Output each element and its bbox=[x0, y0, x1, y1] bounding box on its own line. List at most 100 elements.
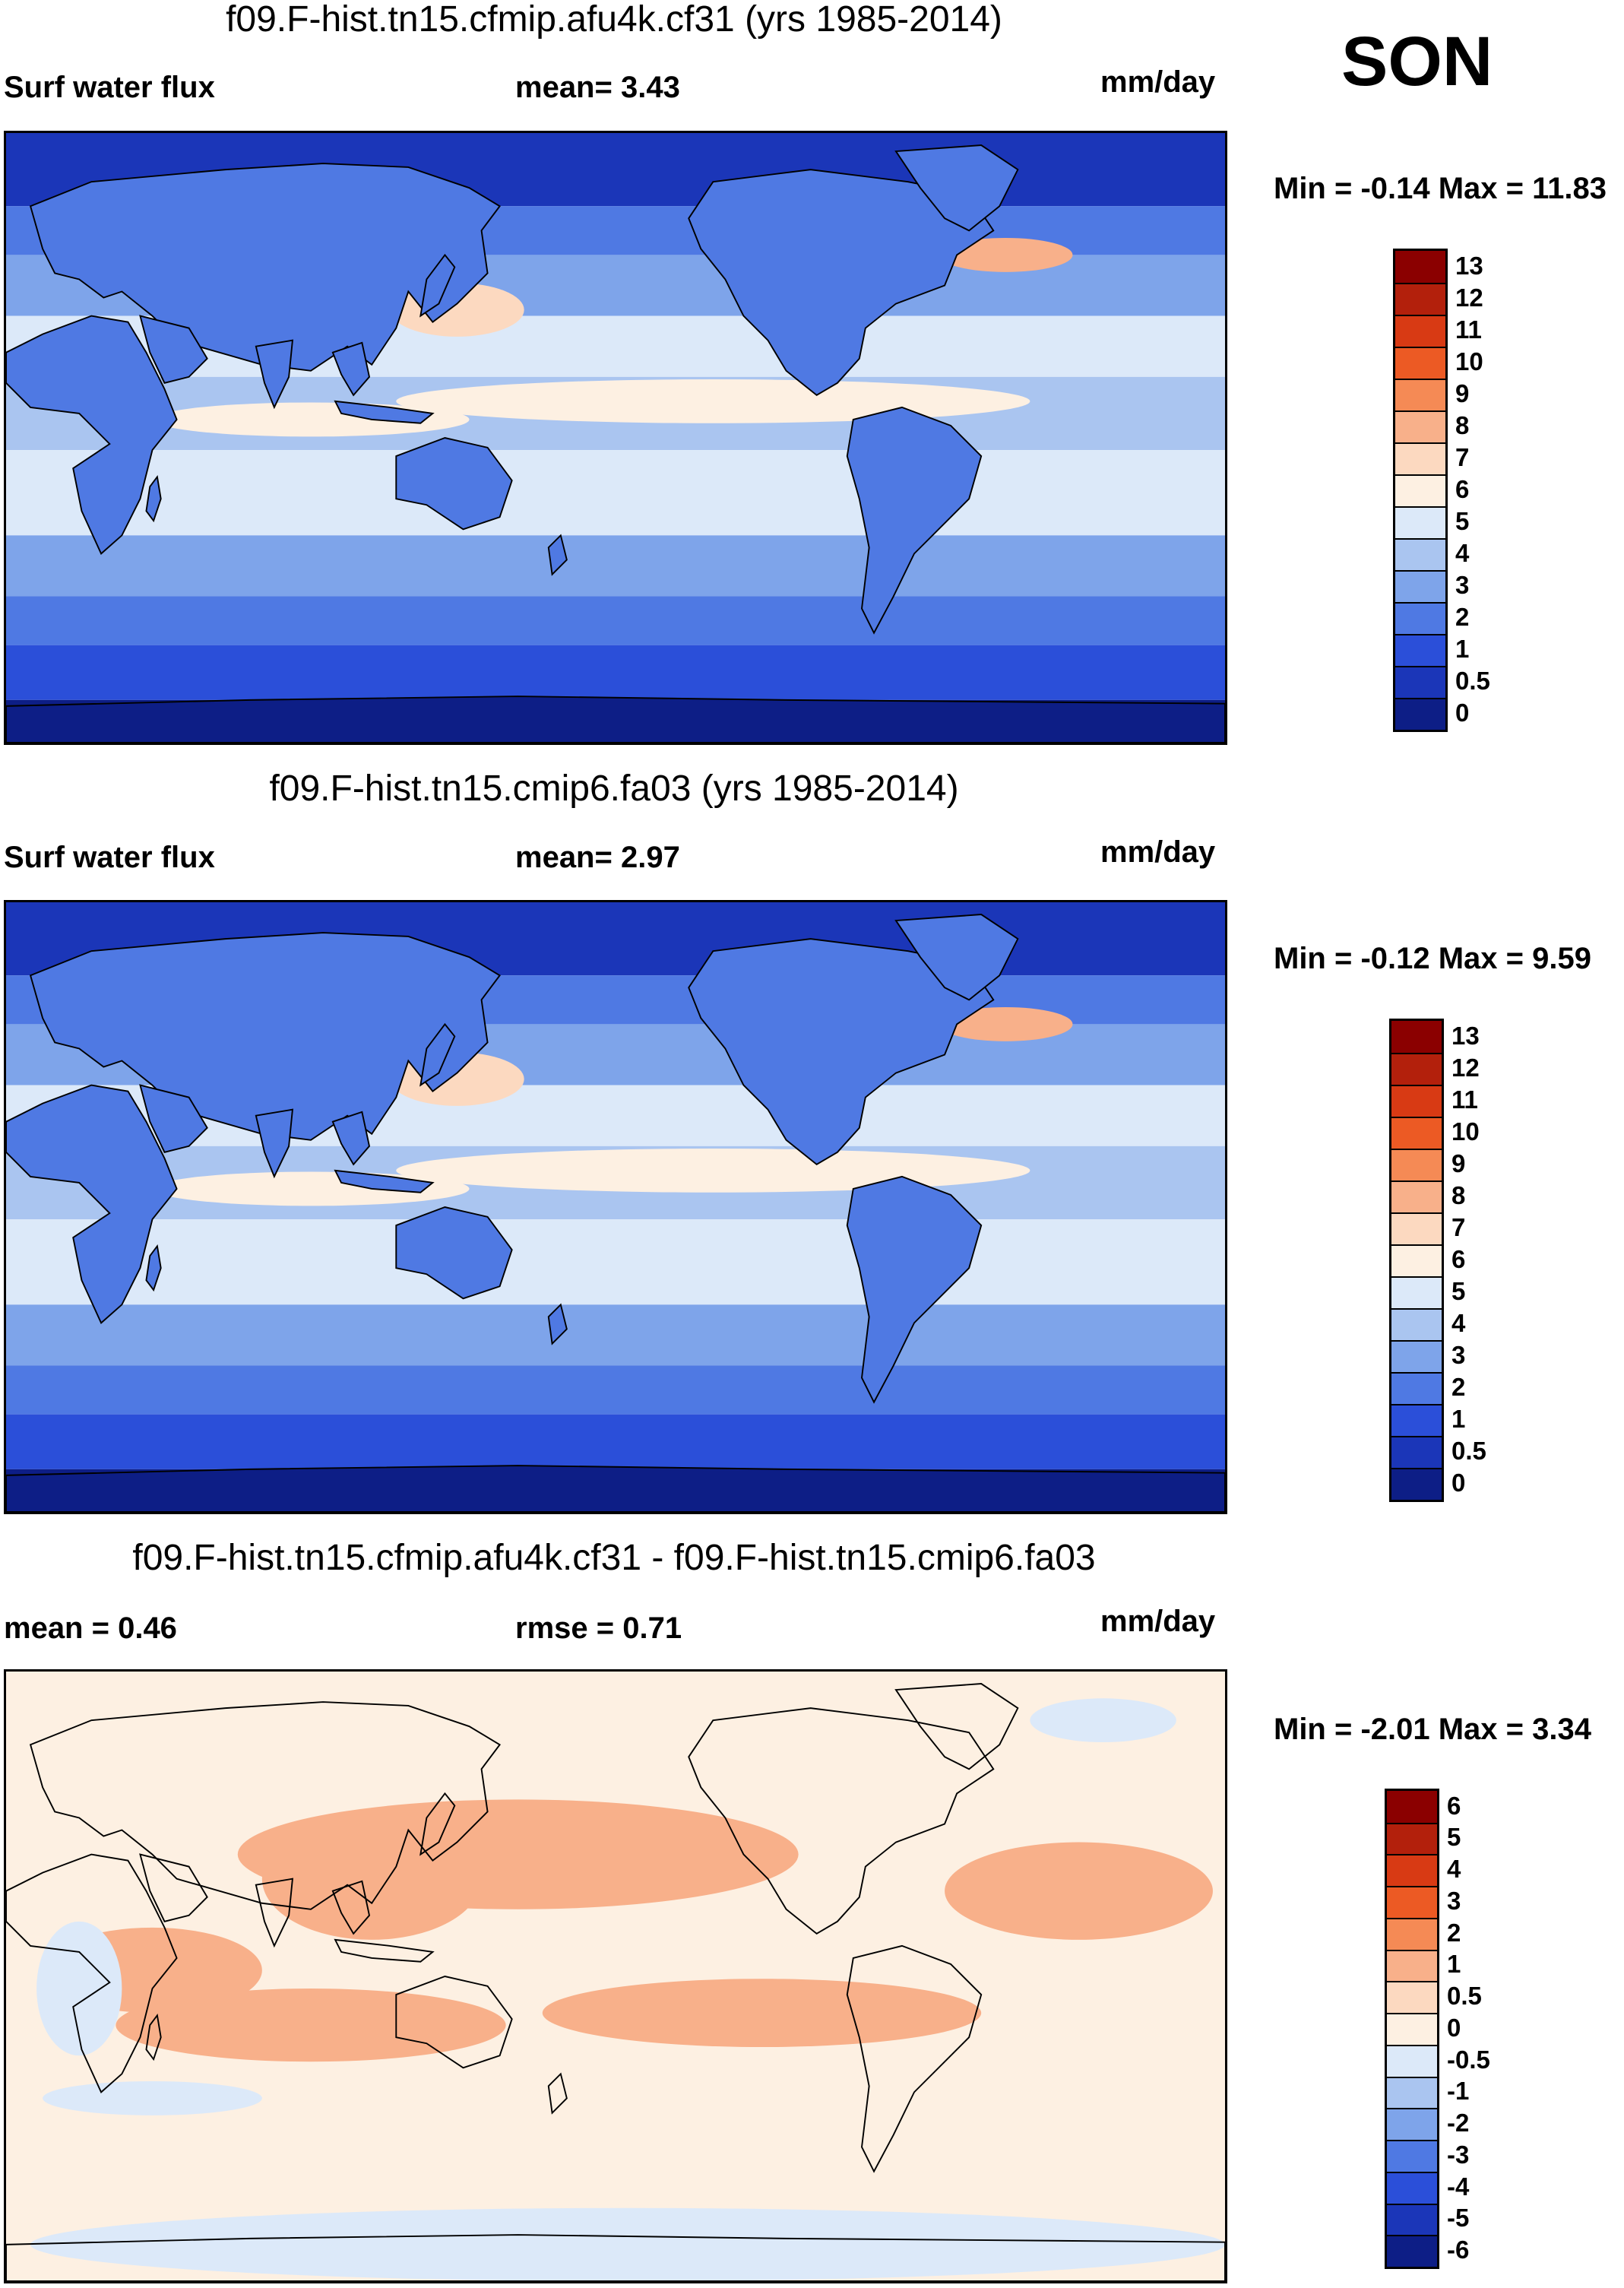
negative-anomaly bbox=[43, 2080, 262, 2115]
colorbar-tick-label: 0 bbox=[1447, 2013, 1461, 2042]
colorbar-swatch bbox=[1387, 1949, 1437, 1982]
colorbar-tick-label: 1 bbox=[1447, 1950, 1461, 1979]
colorbar-swatch bbox=[1391, 1180, 1442, 1212]
colorbar-tick-label: 4 bbox=[1455, 539, 1470, 567]
coastline-india bbox=[255, 1878, 294, 1948]
colorbar-tick-label: 11 bbox=[1455, 315, 1482, 344]
panel-2-minmax-label: Min = -0.12 Max = 9.59 bbox=[1274, 942, 1591, 975]
colorbar-tick-label: 0.5 bbox=[1451, 1437, 1486, 1465]
landmass-greenland bbox=[894, 914, 1019, 1001]
gulf-stream-max bbox=[939, 1006, 1073, 1041]
colorbar-swatch bbox=[1387, 2108, 1437, 2141]
colorbar-tick-label: 3 bbox=[1451, 1341, 1466, 1369]
colorbar-swatch bbox=[1395, 666, 1445, 698]
colorbar-swatch bbox=[1391, 1117, 1442, 1149]
colorbar-tick-label: 2 bbox=[1451, 1373, 1466, 1401]
landmass-africa bbox=[6, 315, 178, 555]
field-band bbox=[6, 1304, 1225, 1366]
positive-anomaly bbox=[261, 1817, 482, 1940]
colorbar-tick-label: 4 bbox=[1447, 1855, 1461, 1884]
colorbar-swatch bbox=[1391, 1085, 1442, 1117]
panel-2-mean-label: mean= 2.97 bbox=[515, 841, 680, 874]
colorbar-tick-label: 13 bbox=[1451, 1022, 1480, 1050]
colorbar-swatch bbox=[1395, 538, 1445, 570]
colorbar-tick-label: 2 bbox=[1455, 603, 1470, 631]
coastline-australia bbox=[395, 1975, 513, 2069]
panel-1-map-svg bbox=[6, 133, 1225, 743]
colorbar-tick-label: 13 bbox=[1455, 252, 1483, 280]
coastline-s-america bbox=[846, 1944, 983, 2173]
negative-anomaly bbox=[1030, 1698, 1176, 1743]
panel-1-mean-label: mean= 3.43 bbox=[515, 71, 680, 104]
coastline-n-america bbox=[688, 1707, 995, 1935]
colorbar-swatch bbox=[1395, 506, 1445, 538]
landmass-s-america bbox=[846, 1175, 983, 1404]
coastline-africa bbox=[6, 1853, 178, 2093]
colorbar-swatch bbox=[1395, 283, 1445, 315]
landmass-greenland bbox=[894, 144, 1019, 232]
panel-3-units-label: mm/day bbox=[1100, 1605, 1216, 1638]
colorbar-tick-label: -5 bbox=[1447, 2204, 1470, 2233]
colorbar-swatch bbox=[1391, 1212, 1442, 1244]
colorbar-swatch bbox=[1387, 2140, 1437, 2172]
landmass-new-zealand bbox=[547, 1303, 568, 1345]
colorbar-swatch bbox=[1395, 474, 1445, 506]
colorbar-swatch bbox=[1395, 570, 1445, 602]
panel-3-title: f09.F-hist.tn15.cfmip.afu4k.cf31 - f09.F… bbox=[132, 1538, 1096, 1578]
colorbar-tick-label: 6 bbox=[1447, 1791, 1461, 1820]
colorbar-tick-label: 0.5 bbox=[1447, 1982, 1482, 2011]
landmass-new-zealand bbox=[547, 534, 568, 576]
landmass-antarctica bbox=[6, 696, 1225, 743]
colorbar-swatch bbox=[1395, 698, 1445, 730]
coastline-se-asia bbox=[331, 1880, 371, 1935]
colorbar-tick-label: 10 bbox=[1455, 347, 1483, 376]
positive-anomaly bbox=[945, 1842, 1213, 1940]
landmass-australia bbox=[395, 1206, 513, 1300]
field-band bbox=[6, 645, 1225, 700]
positive-anomaly bbox=[116, 1989, 506, 2062]
landmass-se-asia bbox=[331, 1111, 371, 1166]
landmass-madagascar bbox=[145, 474, 162, 523]
colorbar-swatch bbox=[1391, 1468, 1442, 1500]
colorbar-tick-label: -3 bbox=[1447, 2140, 1470, 2169]
panel-2-map bbox=[4, 900, 1227, 1514]
colorbar-swatch bbox=[1387, 2203, 1437, 2236]
colorbar-tick-label: 7 bbox=[1451, 1213, 1466, 1241]
itcz-band bbox=[396, 379, 1030, 423]
panel-3-mean-label: mean = 0.46 bbox=[4, 1611, 177, 1645]
panel-3-map-svg bbox=[6, 1672, 1225, 2281]
colorbar-tick-label: -1 bbox=[1447, 2077, 1470, 2106]
colorbar-swatch bbox=[1391, 1053, 1442, 1085]
coastline-madagascar bbox=[145, 2013, 162, 2061]
colorbar-swatch bbox=[1387, 1822, 1437, 1855]
panel-1-title: f09.F-hist.tn15.cfmip.afu4k.cf31 (yrs 19… bbox=[226, 0, 1002, 40]
colorbar-tick-label: -6 bbox=[1447, 2236, 1470, 2264]
landmass-madagascar bbox=[145, 1244, 162, 1292]
field-band bbox=[6, 596, 1225, 645]
coastline-new-zealand bbox=[547, 2072, 568, 2115]
field-band bbox=[6, 1414, 1225, 1469]
landmass-s-america bbox=[846, 406, 983, 635]
colorbar-tick-label: 7 bbox=[1455, 443, 1470, 471]
colorbar-tick-label: 5 bbox=[1451, 1277, 1466, 1305]
colorbar-tick-label: 5 bbox=[1455, 507, 1470, 535]
landmass-indonesia bbox=[334, 400, 435, 424]
landmass-arabia bbox=[139, 315, 208, 384]
landmass-india bbox=[255, 339, 294, 410]
colorbar-tick-label: 11 bbox=[1451, 1085, 1478, 1114]
panel-2-title: f09.F-hist.tn15.cmip6.fa03 (yrs 1985-201… bbox=[269, 768, 959, 809]
colorbar-swatch bbox=[1391, 1404, 1442, 1436]
landmass-antarctica bbox=[6, 1465, 1225, 1512]
colorbar-tick-label: 8 bbox=[1455, 411, 1470, 439]
panel-3-colorbar bbox=[1385, 1789, 1439, 2269]
colorbar-tick-label: 8 bbox=[1451, 1181, 1466, 1209]
panel-3-map bbox=[4, 1669, 1227, 2283]
colorbar-swatch bbox=[1391, 1276, 1442, 1308]
panel-2-units-label: mm/day bbox=[1100, 835, 1216, 869]
coastline-arabia bbox=[139, 1853, 208, 1922]
colorbar-tick-label: 0.5 bbox=[1455, 667, 1490, 695]
colorbar-tick-label: -4 bbox=[1447, 2172, 1470, 2201]
colorbar-swatch bbox=[1387, 1917, 1437, 1950]
colorbar-swatch bbox=[1387, 1886, 1437, 1918]
field-band bbox=[6, 535, 1225, 597]
